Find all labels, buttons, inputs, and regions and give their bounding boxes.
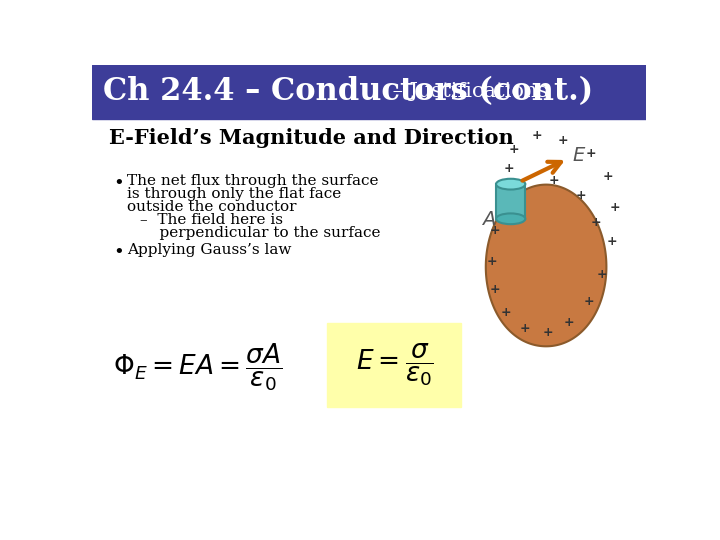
Text: +: + bbox=[542, 326, 553, 339]
Text: +: + bbox=[490, 283, 500, 296]
Text: +: + bbox=[596, 268, 607, 281]
Text: +: + bbox=[575, 189, 586, 202]
Bar bbox=[496, 184, 526, 219]
Polygon shape bbox=[486, 185, 606, 346]
Text: •: • bbox=[113, 244, 124, 261]
Text: +: + bbox=[558, 134, 568, 147]
Text: +: + bbox=[496, 191, 507, 204]
Text: +: + bbox=[490, 224, 500, 237]
Text: –  The field here is: – The field here is bbox=[140, 213, 282, 227]
Ellipse shape bbox=[496, 213, 526, 224]
Text: $E = \dfrac{\sigma}{\varepsilon_0}$: $E = \dfrac{\sigma}{\varepsilon_0}$ bbox=[356, 342, 433, 388]
Text: The net flux through the surface: The net flux through the surface bbox=[127, 174, 379, 188]
Bar bbox=[92, 65, 647, 119]
Text: +: + bbox=[606, 235, 617, 248]
Text: +: + bbox=[610, 201, 621, 214]
Text: $\Phi_E = EA = \dfrac{\sigma A}{\varepsilon_0}$: $\Phi_E = EA = \dfrac{\sigma A}{\varepsi… bbox=[113, 341, 283, 393]
Text: Ch 24.4 – Conductors (cont.): Ch 24.4 – Conductors (cont.) bbox=[102, 76, 593, 107]
Text: outside the conductor: outside the conductor bbox=[127, 200, 297, 214]
Text: Applying Gauss’s law: Applying Gauss’s law bbox=[127, 244, 292, 258]
Text: +: + bbox=[504, 162, 515, 176]
Text: •: • bbox=[113, 174, 124, 192]
Text: +: + bbox=[508, 143, 519, 156]
Text: E-Field’s Magnitude and Direction: E-Field’s Magnitude and Direction bbox=[109, 128, 513, 148]
Text: $A$: $A$ bbox=[482, 211, 497, 230]
Text: +: + bbox=[500, 306, 511, 319]
FancyBboxPatch shape bbox=[328, 323, 462, 407]
Text: +: + bbox=[591, 216, 601, 229]
Text: $E$: $E$ bbox=[572, 147, 587, 165]
Text: +: + bbox=[519, 322, 530, 335]
Text: is through only the flat face: is through only the flat face bbox=[127, 187, 341, 201]
Ellipse shape bbox=[496, 179, 526, 190]
Text: +: + bbox=[603, 170, 613, 183]
Text: +: + bbox=[585, 147, 596, 160]
Text: +: + bbox=[564, 316, 575, 329]
Text: – Justifications: – Justifications bbox=[386, 82, 548, 102]
Text: +: + bbox=[487, 255, 498, 268]
Text: +: + bbox=[531, 129, 542, 142]
Text: +: + bbox=[549, 174, 559, 187]
Text: +: + bbox=[583, 295, 594, 308]
Text: perpendicular to the surface: perpendicular to the surface bbox=[140, 226, 380, 240]
